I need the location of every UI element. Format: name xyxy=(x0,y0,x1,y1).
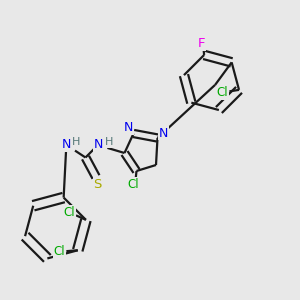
Text: Cl: Cl xyxy=(64,206,75,219)
Text: Cl: Cl xyxy=(128,178,139,191)
Text: F: F xyxy=(197,37,205,50)
Text: Cl: Cl xyxy=(53,245,65,258)
Text: N: N xyxy=(123,121,133,134)
Text: H: H xyxy=(71,136,80,147)
Text: S: S xyxy=(93,178,102,191)
Text: N: N xyxy=(94,138,103,151)
Text: N: N xyxy=(159,127,168,140)
Text: Cl: Cl xyxy=(217,86,228,99)
Text: H: H xyxy=(104,137,113,147)
Text: N: N xyxy=(61,138,71,151)
